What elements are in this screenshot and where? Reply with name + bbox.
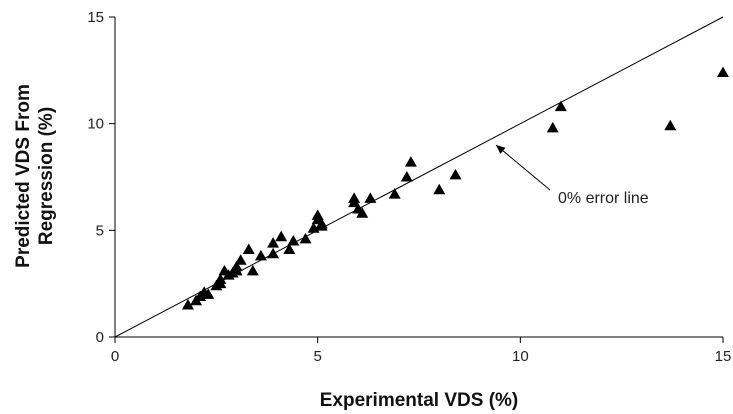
data-point bbox=[717, 66, 729, 77]
annotation: 0% error line bbox=[495, 144, 649, 207]
data-point bbox=[315, 220, 328, 231]
data-point bbox=[348, 196, 361, 208]
data-point bbox=[214, 277, 227, 289]
data-point bbox=[275, 230, 288, 242]
y-axis-title: Predicted VDS From Regression (%) bbox=[13, 84, 57, 268]
data-point bbox=[230, 264, 243, 276]
y-tick-label: 15 bbox=[87, 9, 104, 26]
y-axis-title-line-1: Predicted VDS From bbox=[13, 84, 34, 268]
data-point bbox=[234, 254, 247, 265]
y-tick-label: 0 bbox=[96, 329, 104, 346]
y-tick-label: 5 bbox=[96, 222, 104, 239]
data-point bbox=[242, 243, 255, 255]
annotation-arrowhead bbox=[496, 145, 506, 154]
data-point bbox=[400, 171, 413, 182]
data-point bbox=[287, 235, 300, 246]
data-point bbox=[218, 264, 231, 276]
data-point bbox=[364, 192, 377, 203]
data-point bbox=[181, 299, 194, 310]
data-point bbox=[433, 183, 446, 195]
data-point bbox=[267, 247, 280, 259]
y-axis-ticks: 0 5 10 15 bbox=[87, 9, 115, 346]
data-point bbox=[356, 207, 369, 218]
x-axis-title: Experimental VDS (%) bbox=[320, 390, 519, 411]
data-point bbox=[554, 100, 567, 112]
data-point bbox=[388, 188, 401, 199]
data-point bbox=[267, 237, 280, 248]
y-tick-label: 10 bbox=[87, 116, 104, 133]
data-points bbox=[181, 66, 729, 310]
data-point bbox=[449, 168, 462, 180]
data-point bbox=[299, 232, 312, 244]
data-point bbox=[404, 156, 417, 167]
zero-error-reference-line bbox=[114, 16, 724, 338]
x-tick-label: 0 bbox=[111, 348, 119, 365]
data-point bbox=[311, 209, 324, 220]
data-point bbox=[254, 249, 267, 261]
x-tick-label: 5 bbox=[313, 348, 321, 365]
y-axis-title-line-2: Regression (%) bbox=[36, 107, 57, 245]
data-point bbox=[283, 243, 296, 255]
annotation-label: 0% error line bbox=[558, 190, 649, 207]
x-tick-label: 15 bbox=[715, 348, 732, 365]
data-point bbox=[202, 288, 215, 299]
data-point bbox=[664, 119, 677, 131]
x-tick-label: 10 bbox=[512, 348, 529, 365]
data-point bbox=[546, 121, 559, 133]
data-point bbox=[246, 264, 259, 276]
x-axis-ticks: 0 5 10 15 bbox=[111, 337, 732, 365]
annotation-arrow-line bbox=[495, 144, 551, 191]
